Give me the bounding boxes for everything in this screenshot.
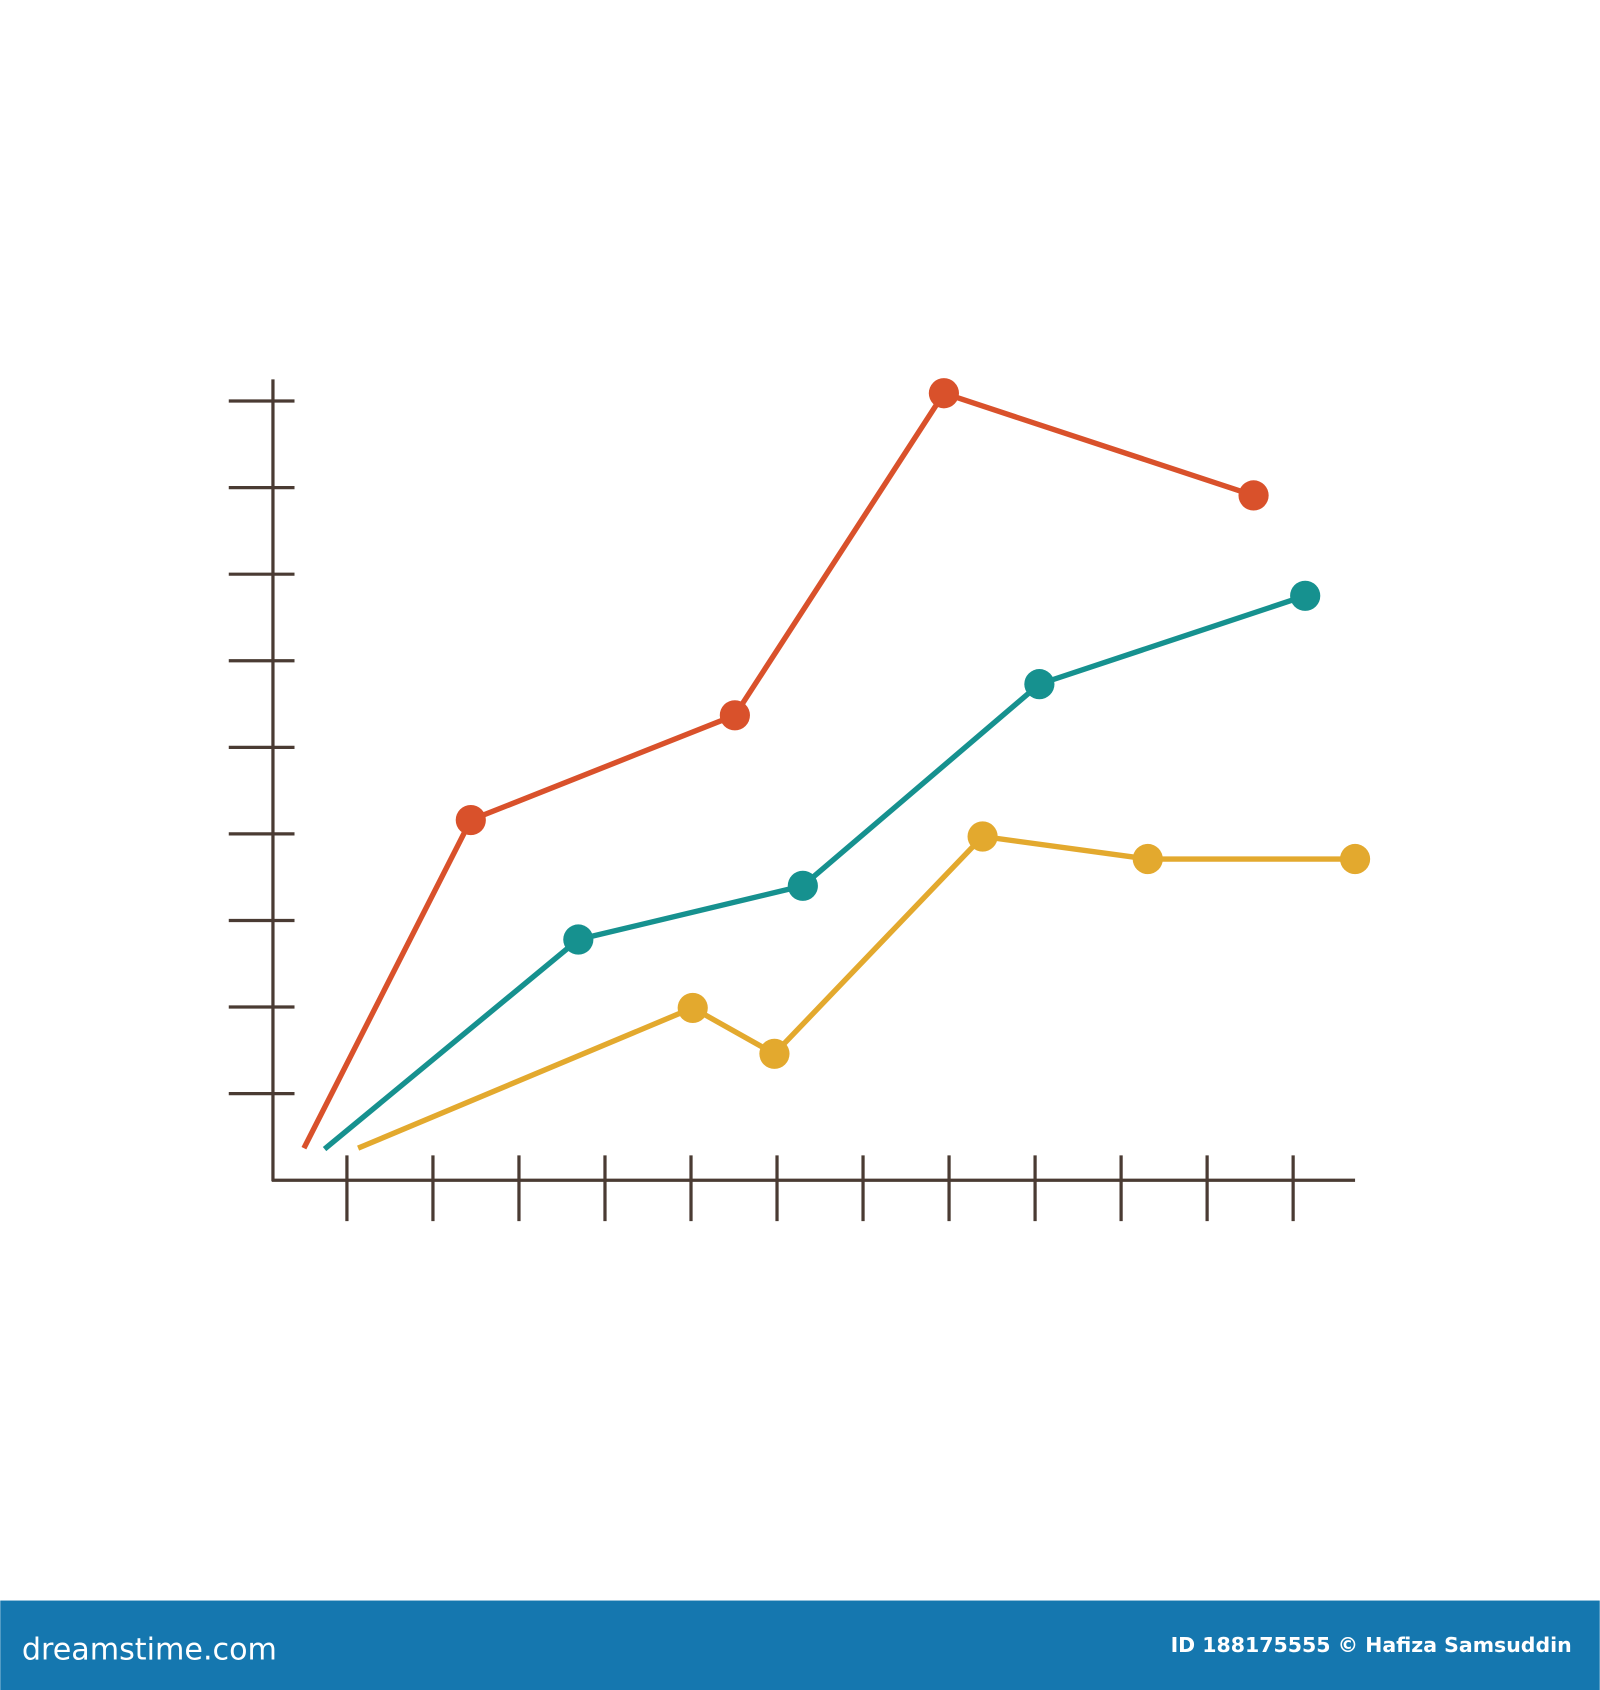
point <box>455 804 486 836</box>
point <box>787 870 818 901</box>
line <box>301 390 1255 1150</box>
point <box>719 700 750 731</box>
footer-site: dreamstime.com <box>22 1633 277 1668</box>
footer-credit: ID 188175555 © Hafiza Samsuddin <box>1171 1633 1572 1657</box>
point <box>928 378 959 409</box>
point <box>1238 480 1269 511</box>
line <box>322 593 1307 1152</box>
footer-bar <box>0 1600 1600 1690</box>
point <box>759 1038 790 1069</box>
point <box>1024 669 1055 700</box>
point <box>1132 843 1163 875</box>
point <box>677 992 708 1024</box>
line <box>357 833 1356 1151</box>
point <box>563 924 594 955</box>
point <box>1290 580 1321 611</box>
point <box>1339 843 1371 875</box>
point <box>967 821 998 852</box>
